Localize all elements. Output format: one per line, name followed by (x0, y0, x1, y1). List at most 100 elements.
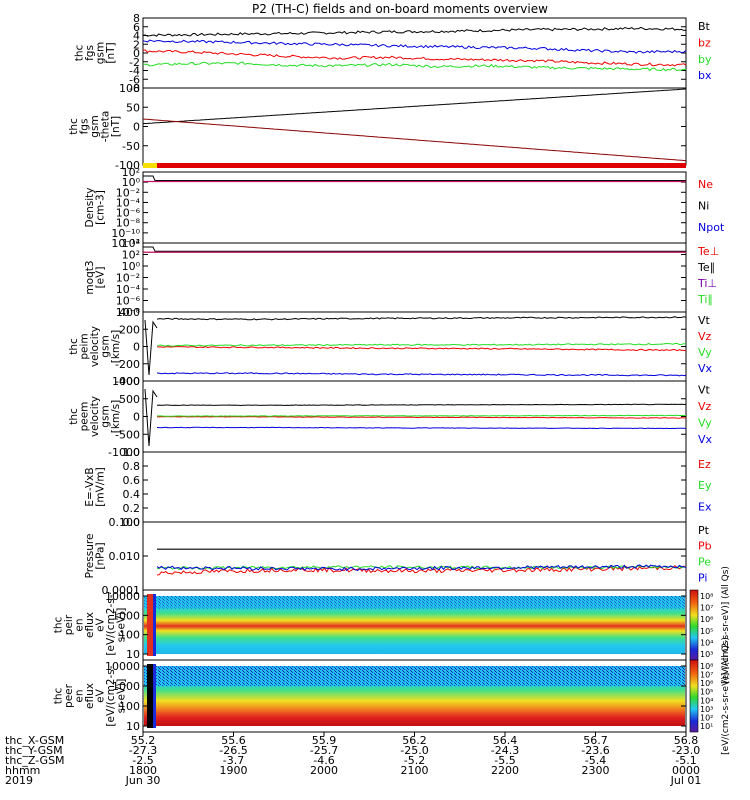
y-axis-label-9: eV (95, 688, 107, 702)
spectrogram-speckle (144, 666, 685, 687)
y-axis-label-9: thc (53, 688, 65, 705)
colorbar-tick-label-9-3: 10⁵ (700, 688, 713, 697)
series-line-2 (143, 175, 686, 182)
y-tick-label-5-1: 500 (119, 393, 140, 406)
colorbar-tick-label-9-1: 10⁷ (700, 671, 713, 680)
legend-entry-0-2: by (698, 53, 712, 66)
series-line--1 (142, 88, 687, 125)
y-tick-label-0-1: 6 (133, 21, 140, 34)
legend-entry-7-0: Pt (698, 524, 710, 537)
y-tick-label-6-3: 0.4 (123, 488, 141, 501)
x-tick-label-x-2: 55.9 (312, 734, 337, 747)
y-tick-label-3-4: 10⁻⁴ (116, 283, 141, 296)
y-tick-label-2-6: 10⁻¹⁰ (111, 227, 140, 240)
legend-entry-0-3: bx (698, 69, 712, 82)
x-tick-label-hhmm-6: 0000 (672, 764, 700, 777)
y-axis-label-8: eflux (84, 612, 96, 638)
spectrogram-gap (153, 664, 156, 728)
y-axis-label-1: thc (68, 118, 80, 135)
colorbar-tick-label-8-0: 10⁸ (700, 592, 713, 601)
series-line-bz-0 (142, 49, 687, 67)
panel-frame (142, 451, 687, 523)
x-tick-label-hhmm-1: 1900 (220, 764, 248, 777)
y-tick-label-0-4: 0 (133, 47, 140, 60)
x-tick-label-hhmm-3: 2100 (401, 764, 429, 777)
legend-entry-3-3: Ti∥ (697, 293, 713, 306)
y-tick-label-8-1: 1000 (112, 609, 140, 622)
y-tick-label-3-5: 10⁻⁶ (116, 295, 141, 308)
y-tick-label-3-6: 10⁻⁸ (116, 306, 141, 319)
y-tick-label-6-5: 0.0 (123, 516, 141, 529)
colorbar-tick-label-8-2: 10⁶ (700, 615, 713, 624)
y-axis-label-9: peer (63, 683, 75, 708)
y-tick-label-7-1: 0.010 (109, 550, 141, 563)
y-axis-label-0: fgs (84, 45, 96, 61)
x-tick-label-date-0: Jun 30 (125, 774, 161, 787)
x-tick-label-y-0: -27.3 (129, 744, 157, 757)
colorbar-tick-label-8-3: 10⁵ (700, 627, 713, 636)
y-tick-label-6-1: 0.8 (123, 460, 141, 473)
series-line-vt-5 (156, 403, 687, 407)
y-axis-label-9: [eV/(cm2-s- (105, 665, 117, 726)
x-tick-label-y-2: -25.7 (310, 744, 338, 757)
x-tick-label-z-4: -5.5 (494, 754, 515, 767)
x-tick-label-x-4: 56.4 (493, 734, 518, 747)
x-axis-row-label-3: hhmm (5, 764, 40, 777)
x-tick-label-hhmm-2: 2000 (310, 764, 338, 777)
y-tick-label-0-0: 8 (133, 12, 140, 25)
y-tick-label-4-1: 200 (119, 323, 140, 336)
y-tick-label-0-3: 2 (133, 38, 140, 51)
y-tick-label-2-0: 10² (122, 166, 140, 179)
panel-frame (142, 242, 687, 313)
y-tick-label-6-4: 0.2 (123, 502, 141, 515)
y-axis-label-5: peem (79, 402, 91, 432)
x-tick-label-z-6: -5.1 (675, 754, 696, 767)
series-line-vt-4 (156, 316, 687, 321)
x-tick-label-z-5: -5.4 (585, 754, 606, 767)
series-line-vz-4 (156, 346, 687, 352)
x-tick-label-hhmm-5: 2300 (582, 764, 610, 777)
y-axis-label-7: Pressure (84, 534, 96, 579)
x-tick-label-x-5: 56.7 (583, 734, 608, 747)
colorbar-scale (689, 589, 699, 661)
x-tick-label-x-1: 55.6 (221, 734, 246, 747)
x-tick-label-hhmm-0: 1800 (129, 764, 157, 777)
series-line-vy-5 (156, 414, 687, 417)
legend-entry-5-2: Vy (698, 416, 712, 429)
y-tick-label-5-2: 0 (133, 411, 140, 424)
y-axis-label-1: fgs (79, 119, 91, 135)
x-axis-row-label-1: thc_Y-GSM (5, 744, 63, 757)
x-axis-row-label-2: thc_Z-GSM (5, 754, 65, 767)
legend-entry-6-1: Ey (698, 479, 712, 492)
y-tick-label-9-0: 10000 (105, 660, 140, 673)
series-line-pi (156, 564, 687, 572)
panel-frame (142, 521, 687, 591)
y-axis-label-1: [nT] (110, 116, 122, 137)
x-tick-label-y-6: -23.0 (672, 744, 700, 757)
y-tick-label-1-3: -50 (122, 140, 140, 153)
y-tick-label-5-0: 1000 (112, 375, 140, 388)
legend-entry-6-2: Ex (698, 500, 712, 513)
series-line-vx-4 (156, 372, 687, 377)
series-line-bt-0 (142, 26, 687, 37)
y-tick-label-2-1: 10⁰ (122, 176, 141, 189)
x-tick-label-y-5: -23.6 (581, 744, 609, 757)
colorbar-tick-label-9-5: 10³ (700, 705, 713, 714)
legend-entry-2-0: Ne (698, 178, 713, 191)
series-line--1 (142, 118, 687, 162)
colorbar-label-9: [eV/(cm2-s-sr-eV)] (All Qs) (721, 637, 731, 755)
y-tick-label-9-1: 1000 (112, 680, 140, 693)
series-transient (144, 319, 158, 376)
y-axis-label-5: velocity (89, 396, 101, 437)
y-axis-label-5: gsm (100, 405, 112, 427)
y-tick-label-2-4: 10⁻⁶ (116, 207, 141, 220)
y-tick-label-2-7: 10⁻¹² (111, 237, 140, 250)
x-tick-label-z-2: -4.6 (313, 754, 334, 767)
y-tick-label-5-4: -1000 (108, 446, 140, 459)
legend-entry-3-1: Te∥ (697, 261, 715, 274)
